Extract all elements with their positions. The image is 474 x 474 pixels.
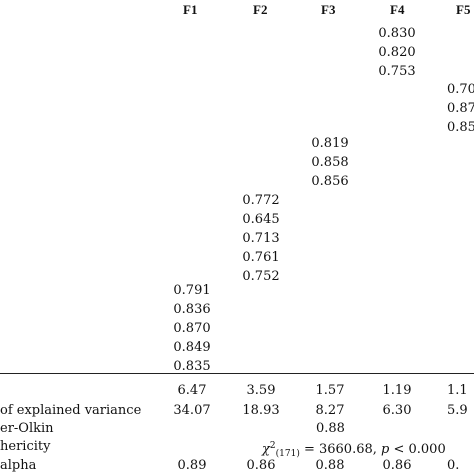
loading-cell: 0.858	[311, 155, 349, 170]
eigen-f5: 1.1	[447, 383, 468, 398]
loading-cell: 0.645	[242, 212, 280, 227]
p-symbol: p	[381, 442, 390, 457]
loading-cell: 0.835	[173, 359, 211, 374]
kmo-label: er-Olkin	[0, 421, 54, 436]
alpha-label: alpha	[0, 458, 37, 473]
loading-cell: 0.70	[447, 82, 474, 97]
table-rule	[0, 373, 474, 374]
p-value: < 0.000	[389, 442, 446, 457]
alpha-f4: 0.86	[382, 458, 412, 473]
variance-f1: 34.07	[173, 403, 211, 418]
alpha-f3: 0.88	[315, 458, 345, 473]
header-f3: F3	[321, 2, 336, 17]
chi-symbol: χ	[262, 442, 270, 457]
kmo-value: 0.88	[316, 421, 345, 436]
loading-cell: 0.856	[311, 174, 349, 189]
header-f1: F1	[183, 2, 198, 17]
bartlett-label: hericity	[0, 439, 51, 454]
header-f2: F2	[253, 2, 268, 17]
header-f5: F5	[456, 2, 471, 17]
loading-cell: 0.753	[378, 64, 416, 79]
variance-f4: 6.30	[382, 403, 412, 418]
chi-exponent: 2	[269, 441, 276, 451]
header-f4: F4	[390, 2, 405, 17]
loadings-f1: 0.791 0.836 0.870 0.849 0.835	[170, 281, 214, 376]
variance-label: of explained variance	[0, 403, 142, 418]
loadings-f3: 0.819 0.858 0.856	[308, 134, 352, 191]
loading-cell: 0.870	[173, 321, 211, 336]
loadings-f5: 0.70 0.87 0.85	[447, 80, 474, 137]
loadings-f4: 0.830 0.820 0.753	[375, 24, 419, 81]
variance-f3: 8.27	[315, 403, 345, 418]
alpha-f1: 0.89	[177, 458, 207, 473]
loading-cell: 0.713	[242, 231, 280, 246]
alpha-f5: 0.	[447, 458, 460, 473]
variance-f5: 5.9	[447, 403, 468, 418]
loading-cell: 0.836	[173, 302, 211, 317]
loading-cell: 0.87	[447, 101, 474, 116]
bartlett-value: χ2(171) = 3660.68, p < 0.000	[262, 437, 446, 464]
eigen-f1: 6.47	[177, 383, 207, 398]
eigen-f2: 3.59	[246, 383, 276, 398]
loading-cell: 0.791	[173, 283, 211, 298]
loading-cell: 0.849	[173, 340, 211, 355]
loading-cell: 0.830	[378, 26, 416, 41]
chi-df: (171)	[275, 449, 300, 459]
eigen-f4: 1.19	[382, 383, 412, 398]
chi-stat: = 3660.68,	[299, 442, 382, 457]
eigen-f3: 1.57	[315, 383, 345, 398]
alpha-f2: 0.86	[246, 458, 276, 473]
loading-cell: 0.752	[242, 269, 280, 284]
loading-cell: 0.85	[447, 120, 474, 135]
loading-cell: 0.772	[242, 193, 280, 208]
loading-cell: 0.761	[242, 250, 280, 265]
loading-cell: 0.820	[378, 45, 416, 60]
variance-f2: 18.93	[242, 403, 280, 418]
loading-cell: 0.819	[311, 136, 349, 151]
loadings-f2: 0.772 0.645 0.713 0.761 0.752	[239, 191, 283, 286]
